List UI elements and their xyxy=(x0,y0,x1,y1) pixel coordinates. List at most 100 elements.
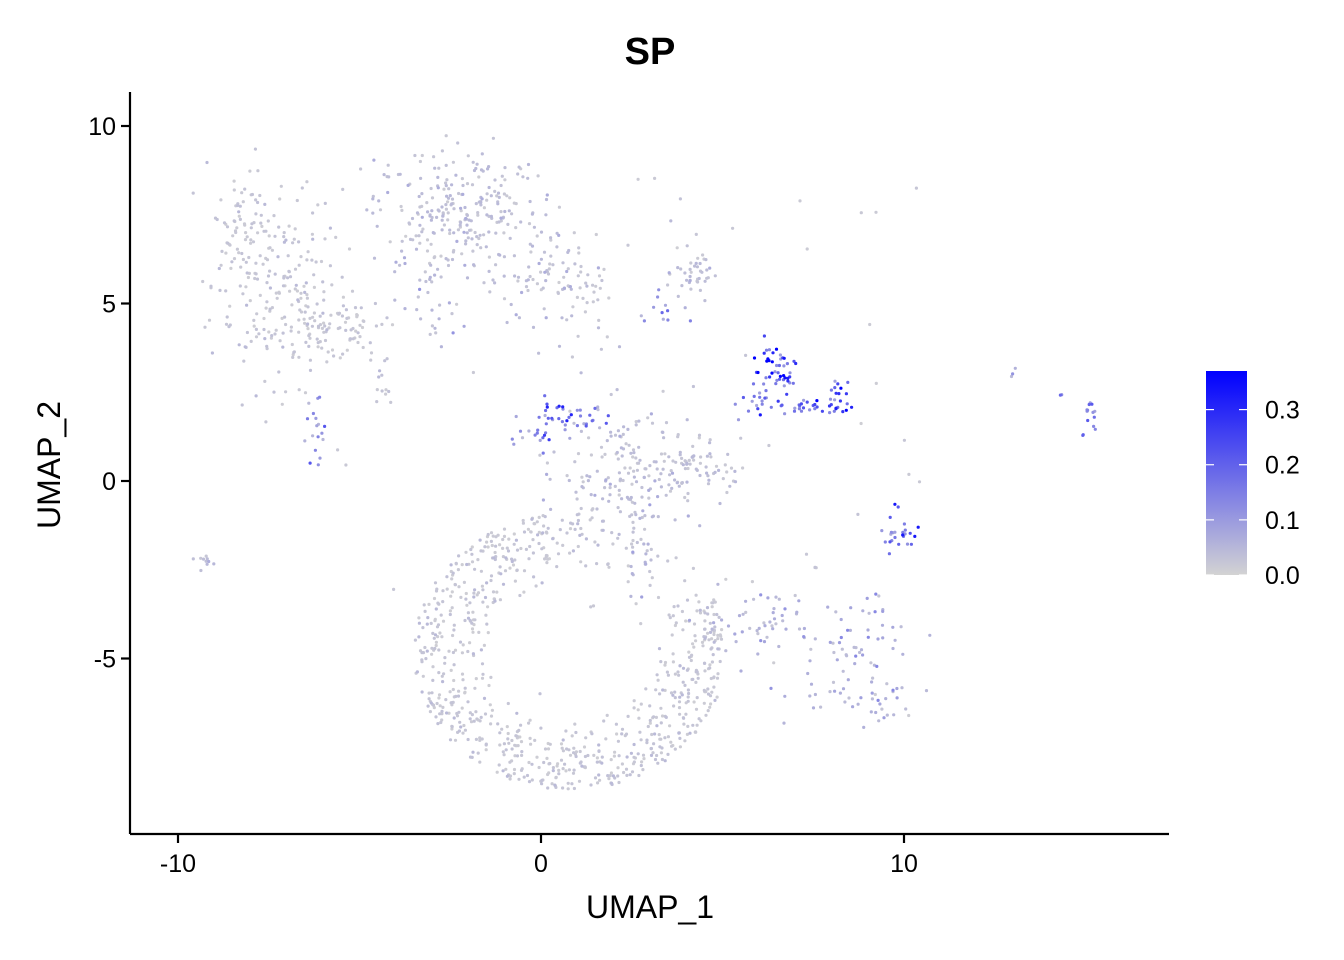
data-point xyxy=(222,221,227,225)
data-point xyxy=(710,660,715,664)
data-point xyxy=(579,560,583,564)
data-point xyxy=(659,737,663,741)
data-point xyxy=(528,736,532,741)
data-point xyxy=(538,453,542,457)
data-point xyxy=(560,518,564,522)
data-point xyxy=(486,545,490,549)
data-point xyxy=(668,724,672,728)
data-point xyxy=(476,751,480,755)
data-point xyxy=(437,166,441,170)
data-point xyxy=(466,616,471,620)
data-point xyxy=(674,556,678,560)
data-point xyxy=(328,264,332,268)
data-point xyxy=(429,263,433,267)
data-point xyxy=(452,207,456,211)
data-point xyxy=(505,194,509,198)
data-point xyxy=(544,431,548,435)
data-point xyxy=(616,457,620,461)
data-point xyxy=(655,467,659,471)
data-point xyxy=(261,262,265,266)
data-point xyxy=(801,406,806,410)
data-point xyxy=(770,371,774,375)
data-point xyxy=(662,436,666,440)
data-point xyxy=(568,285,573,289)
data-point xyxy=(478,760,482,764)
data-point xyxy=(769,405,773,409)
data-point xyxy=(572,421,576,425)
data-point xyxy=(569,521,573,525)
data-point xyxy=(394,260,398,264)
data-point xyxy=(589,605,593,609)
data-point xyxy=(542,760,546,765)
data-point xyxy=(607,499,611,503)
data-point xyxy=(579,506,583,511)
data-point xyxy=(716,637,720,641)
data-point xyxy=(741,466,745,470)
data-point xyxy=(1087,402,1091,407)
data-point xyxy=(587,436,591,440)
data-point xyxy=(451,160,455,164)
data-point xyxy=(602,267,606,271)
data-point xyxy=(914,186,919,190)
data-point xyxy=(474,737,478,742)
data-point xyxy=(503,178,507,182)
data-point xyxy=(664,421,669,425)
data-point xyxy=(1086,418,1090,423)
data-point xyxy=(701,253,705,257)
data-point xyxy=(237,343,241,347)
data-point xyxy=(621,432,625,436)
data-point xyxy=(622,770,626,775)
data-point xyxy=(609,771,614,775)
data-point xyxy=(291,355,295,359)
data-point xyxy=(296,298,300,302)
data-point xyxy=(441,619,446,623)
data-point xyxy=(437,317,441,321)
data-point xyxy=(306,305,310,309)
data-point xyxy=(875,664,879,669)
data-point xyxy=(718,659,722,664)
data-point xyxy=(378,369,382,373)
data-point xyxy=(608,493,612,497)
data-point xyxy=(594,232,598,237)
data-point xyxy=(435,701,439,706)
data-point xyxy=(833,379,837,383)
data-point xyxy=(241,200,245,204)
data-point xyxy=(268,269,272,273)
data-point xyxy=(436,267,440,271)
data-point xyxy=(671,660,676,664)
data-point xyxy=(677,484,681,488)
data-point xyxy=(770,624,774,628)
data-point xyxy=(584,424,588,428)
data-point xyxy=(684,619,688,623)
data-point xyxy=(660,311,664,315)
data-point xyxy=(475,717,479,721)
data-point xyxy=(542,307,546,311)
data-point xyxy=(680,481,685,485)
data-point xyxy=(327,326,331,330)
data-point xyxy=(444,134,448,138)
data-point xyxy=(505,320,509,325)
data-point xyxy=(649,558,653,562)
data-point xyxy=(350,289,355,293)
data-point xyxy=(783,694,787,698)
data-point xyxy=(448,231,452,236)
data-point xyxy=(694,593,698,597)
data-point xyxy=(505,546,509,550)
data-point xyxy=(476,213,480,217)
data-point xyxy=(509,302,513,307)
data-point xyxy=(615,732,619,736)
data-point xyxy=(502,753,506,757)
data-point xyxy=(479,200,483,204)
data-point xyxy=(474,677,478,681)
data-point xyxy=(433,166,437,170)
data-point xyxy=(422,603,426,607)
data-point xyxy=(591,604,596,608)
data-point xyxy=(237,251,241,255)
data-point xyxy=(321,437,325,442)
data-point xyxy=(320,346,324,350)
data-point xyxy=(581,480,585,484)
data-point xyxy=(413,638,417,642)
data-point xyxy=(541,286,545,290)
data-point xyxy=(315,337,319,341)
data-point xyxy=(199,556,203,560)
